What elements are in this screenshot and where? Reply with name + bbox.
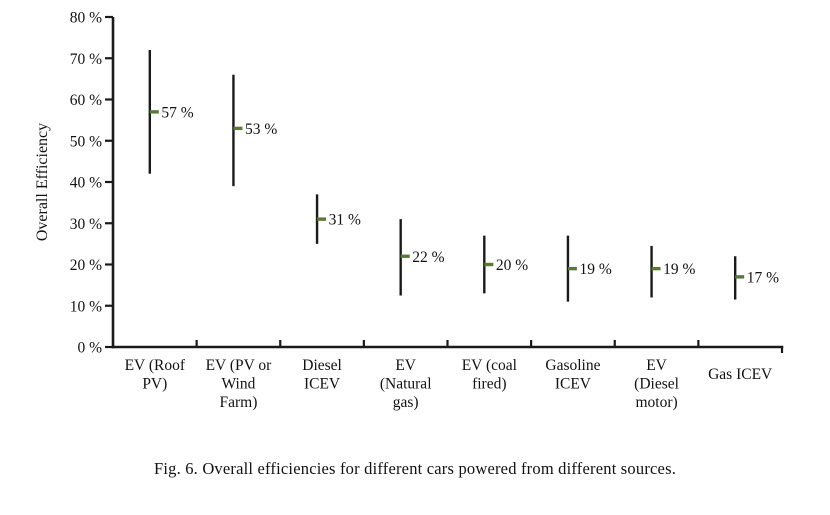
y-tick-label: 20 % <box>70 257 102 274</box>
value-label: 17 % <box>747 269 779 286</box>
category-label: EV (Diesel motor) <box>634 357 679 411</box>
category-label: Diesel ICEV <box>302 357 342 393</box>
y-tick-label: 50 % <box>70 133 102 150</box>
y-tick-label: 80 % <box>70 10 102 27</box>
value-label: 57 % <box>161 104 193 121</box>
y-tick-label: 70 % <box>70 51 102 68</box>
y-tick-label: 10 % <box>70 298 102 315</box>
y-tick-label: 0 % <box>77 340 102 357</box>
value-label: 19 % <box>579 261 611 278</box>
figure-caption: Fig. 6. Overall efficiencies for differe… <box>153 459 677 478</box>
category-label: EV (Natural gas) <box>380 357 432 411</box>
value-label: 19 % <box>663 261 695 278</box>
value-label: 31 % <box>329 212 361 229</box>
value-label: 20 % <box>496 257 528 274</box>
category-label: EV (PV or Wind Farm) <box>206 357 273 411</box>
y-tick-label: 30 % <box>70 216 102 233</box>
category-label: Gasoline ICEV <box>545 357 600 393</box>
category-label: Gas ICEV <box>708 366 773 383</box>
value-label: 53 % <box>245 121 277 138</box>
value-label: 22 % <box>412 249 444 266</box>
category-label: EV (coal fired) <box>462 357 517 393</box>
efficiency-chart: 0 % 10 % 20 % 30 % 40 % 50 % 60 % 70 % 80 % 57 % 5… <box>34 10 784 411</box>
y-tick-label: 40 % <box>70 175 102 192</box>
y-tick-label: 60 % <box>70 92 102 109</box>
y-axis-title: Overall Efficiency <box>34 123 51 241</box>
category-label: EV (Roof PV) <box>125 357 186 393</box>
